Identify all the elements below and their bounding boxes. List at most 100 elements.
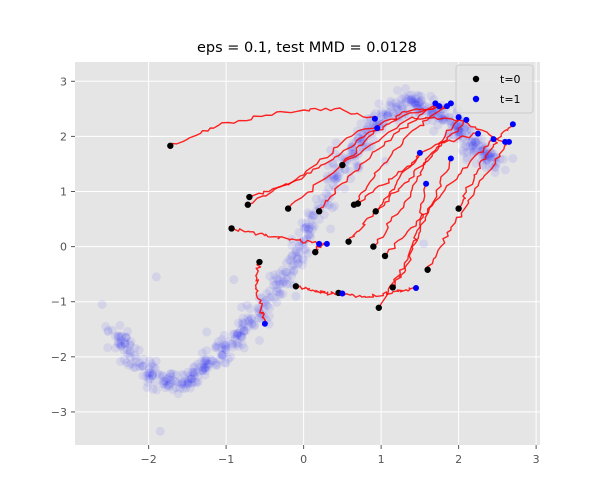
target-point	[155, 426, 165, 436]
target-point	[117, 331, 127, 341]
target-point	[272, 273, 282, 283]
target-point	[124, 339, 134, 349]
target-point	[250, 320, 260, 330]
target-point	[350, 156, 360, 166]
start-point	[354, 200, 362, 207]
target-point	[130, 362, 140, 372]
target-point	[177, 378, 187, 388]
target-point	[171, 383, 181, 393]
target-point	[254, 314, 264, 324]
target-point	[416, 91, 426, 101]
target-point	[392, 104, 402, 114]
target-point	[194, 362, 204, 372]
legend: t=0 t=1	[455, 64, 534, 114]
target-point	[292, 259, 302, 269]
target-point	[267, 291, 277, 301]
target-point	[377, 107, 387, 117]
target-point	[339, 184, 349, 194]
target-point	[411, 99, 421, 109]
target-point	[131, 357, 141, 367]
target-point	[299, 237, 309, 247]
target-point	[407, 95, 417, 105]
target-point	[180, 370, 190, 380]
target-point	[107, 325, 117, 335]
target-point	[275, 290, 285, 300]
target-point	[179, 377, 189, 387]
target-point	[413, 103, 423, 113]
target-point	[434, 113, 444, 123]
target-point	[236, 332, 246, 342]
target-point	[401, 93, 411, 103]
target-point	[168, 369, 178, 379]
target-point	[202, 361, 212, 371]
target-point	[173, 389, 183, 399]
target-point	[488, 149, 498, 159]
target-point	[103, 325, 113, 335]
target-point	[393, 105, 403, 115]
target-point	[152, 385, 162, 395]
target-point	[113, 339, 123, 349]
target-point	[125, 348, 135, 358]
target-point	[289, 259, 299, 269]
trajectory-line	[294, 284, 343, 296]
target-point	[265, 271, 275, 281]
target-point	[461, 141, 471, 151]
end-point	[374, 125, 381, 132]
target-point	[486, 148, 496, 158]
target-point	[489, 152, 499, 162]
target-point	[115, 339, 125, 349]
target-point	[331, 138, 341, 148]
target-point	[359, 129, 369, 139]
target-point	[192, 378, 202, 388]
target-point	[177, 370, 187, 380]
target-point	[268, 276, 278, 286]
target-point	[384, 100, 394, 110]
target-point	[468, 140, 478, 150]
target-point	[171, 377, 181, 387]
target-point	[278, 279, 288, 289]
target-point	[212, 360, 222, 370]
target-point	[285, 279, 295, 289]
target-point	[220, 358, 230, 368]
target-point	[113, 332, 123, 342]
target-point	[321, 188, 331, 198]
target-point	[221, 345, 231, 355]
target-point	[393, 85, 403, 95]
target-point	[241, 326, 251, 336]
target-point	[292, 247, 302, 257]
target-point	[470, 136, 480, 146]
target-point	[158, 372, 168, 382]
target-point	[244, 315, 254, 325]
target-point	[486, 148, 496, 158]
target-point	[155, 370, 165, 380]
target-point	[166, 377, 176, 387]
target-point	[326, 224, 336, 234]
target-point	[192, 367, 202, 377]
target-point	[324, 183, 334, 193]
target-point	[119, 355, 129, 365]
target-point	[233, 328, 243, 338]
target-point	[217, 350, 227, 360]
target-point	[246, 314, 256, 324]
target-point	[295, 236, 305, 246]
target-point	[186, 383, 196, 393]
target-point	[289, 267, 299, 277]
target-point	[314, 214, 324, 224]
gridlines	[75, 62, 540, 445]
target-point	[144, 370, 154, 380]
start-point	[246, 193, 253, 201]
target-point	[277, 265, 287, 275]
target-point	[239, 343, 249, 353]
target-point	[226, 352, 236, 362]
target-point	[453, 122, 463, 132]
target-point	[171, 370, 181, 380]
target-point	[197, 366, 207, 376]
target-point	[391, 97, 401, 107]
target-point	[201, 355, 211, 365]
target-point	[122, 345, 132, 355]
target-point	[211, 358, 221, 368]
target-point	[148, 368, 158, 378]
target-point	[386, 102, 396, 112]
target-point	[151, 272, 161, 282]
target-point	[408, 97, 418, 107]
